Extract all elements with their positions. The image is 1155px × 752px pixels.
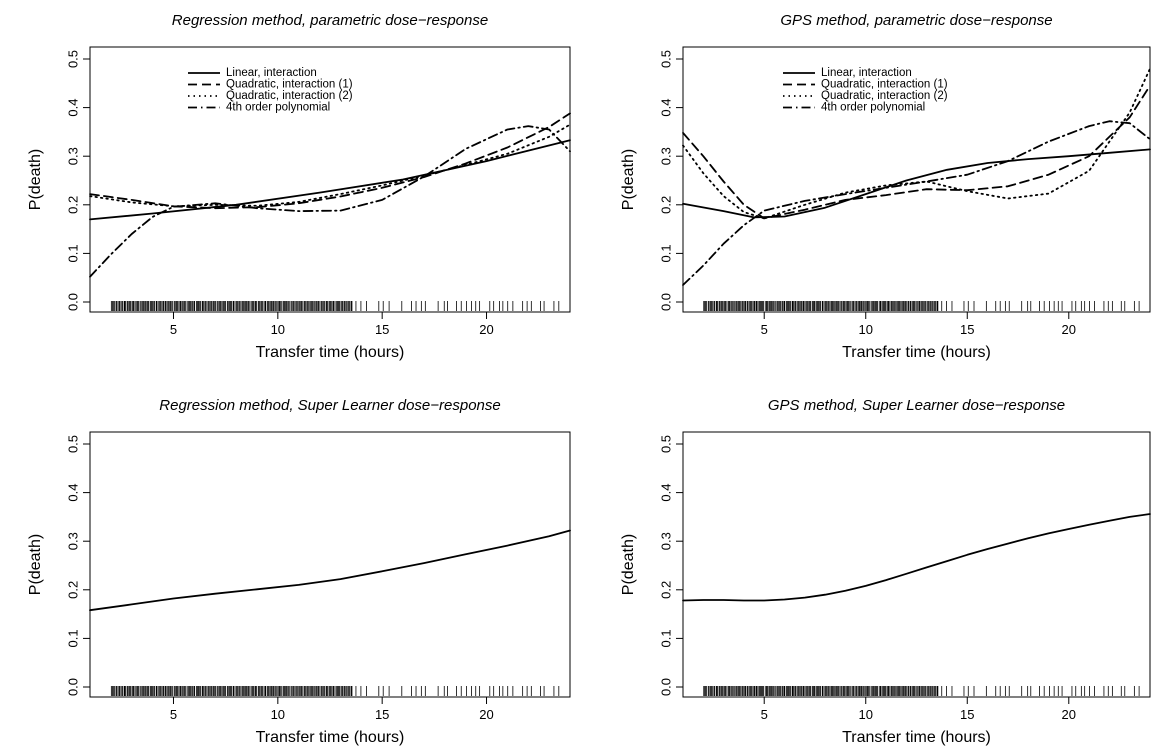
x-tick-label: 15 — [960, 322, 974, 337]
chart-title: Regression method, parametric dose−respo… — [172, 12, 488, 29]
chart-panel-1: Regression method, parametric dose−respo… — [27, 12, 571, 361]
y-tick-label: 0.1 — [659, 244, 674, 262]
rug-marks — [110, 301, 560, 311]
chart-title: Regression method, Super Learner dose−re… — [159, 397, 500, 414]
y-tick-label: 0.1 — [66, 629, 81, 647]
chart-title: GPS method, Super Learner dose−response — [768, 397, 1065, 414]
x-tick-label: 20 — [1062, 322, 1076, 337]
legend-label: Quadratic, interaction (1) — [226, 79, 353, 91]
chart-panel-2: GPS method, parametric dose−response 0.0 0… — [620, 12, 1151, 361]
rug-marks — [703, 686, 1140, 696]
plot-frame — [89, 46, 571, 313]
plot-frame — [682, 431, 1151, 698]
x-tick-label: 15 — [375, 707, 389, 722]
y-tick-label: 0.0 — [659, 293, 674, 311]
legend-label: 4th order polynomial — [226, 102, 330, 114]
series-line-1 — [682, 513, 1151, 602]
series-line-4 — [682, 120, 1151, 286]
y-tick-label: 0.3 — [659, 532, 674, 550]
x-tick-label: 15 — [960, 707, 974, 722]
legend-label: Linear, interaction — [226, 67, 317, 79]
y-tick-label: 0.0 — [66, 678, 81, 696]
legend-label: 4th order polynomial — [821, 102, 925, 114]
y-axis-label: P(death) — [620, 534, 637, 595]
x-tick-label: 20 — [479, 322, 493, 337]
y-tick-label: 0.4 — [66, 99, 81, 117]
x-tick-label: 20 — [1062, 707, 1076, 722]
chart-panel-3: Regression method, Super Learner dose−re… — [27, 397, 571, 746]
x-tick-label: 10 — [271, 322, 285, 337]
y-tick-label: 0.2 — [659, 196, 674, 214]
x-tick-label: 20 — [479, 707, 493, 722]
y-tick-label: 0.3 — [66, 532, 81, 550]
x-tick-label: 10 — [859, 322, 873, 337]
y-tick-label: 0.5 — [66, 50, 81, 68]
y-tick-label: 0.0 — [659, 678, 674, 696]
x-tick-label: 10 — [271, 707, 285, 722]
series-line-4 — [89, 125, 571, 278]
y-tick-label: 0.3 — [66, 147, 81, 165]
series-line-2 — [89, 112, 571, 210]
x-tick-label: 5 — [761, 322, 768, 337]
plot-frame — [682, 46, 1151, 313]
legend-label: Quadratic, interaction (1) — [821, 79, 948, 91]
y-axis-label: P(death) — [620, 149, 637, 210]
y-tick-label: 0.4 — [66, 484, 81, 502]
x-axis-label: Transfer time (hours) — [842, 729, 991, 746]
x-axis-label: Transfer time (hours) — [256, 344, 405, 361]
series-line-3 — [89, 123, 571, 208]
x-tick-label: 5 — [761, 707, 768, 722]
legend-label: Quadratic, interaction (2) — [821, 90, 948, 102]
series-line-1 — [89, 139, 571, 221]
y-tick-label: 0.5 — [66, 435, 81, 453]
x-tick-label: 5 — [170, 707, 177, 722]
x-axis-label: Transfer time (hours) — [256, 729, 405, 746]
x-axis-label: Transfer time (hours) — [842, 344, 991, 361]
y-tick-label: 0.2 — [66, 196, 81, 214]
series-line-3 — [682, 67, 1151, 220]
y-tick-label: 0.1 — [66, 244, 81, 262]
y-tick-label: 0.0 — [66, 293, 81, 311]
y-tick-label: 0.4 — [659, 99, 674, 117]
legend-label: Linear, interaction — [821, 67, 912, 79]
plot-frame — [89, 431, 571, 698]
chart-panel-4: GPS method, Super Learner dose−response 0… — [620, 397, 1151, 746]
rug-marks — [703, 301, 1140, 311]
y-tick-label: 0.2 — [659, 581, 674, 599]
y-tick-label: 0.5 — [659, 435, 674, 453]
series-line-1 — [89, 529, 571, 612]
y-axis-label: P(death) — [27, 149, 44, 210]
y-axis-label: P(death) — [27, 534, 44, 595]
y-tick-label: 0.5 — [659, 50, 674, 68]
rug-marks — [110, 686, 560, 696]
y-tick-label: 0.3 — [659, 147, 674, 165]
y-tick-label: 0.1 — [659, 629, 674, 647]
series-line-2 — [682, 84, 1151, 220]
x-tick-label: 15 — [375, 322, 389, 337]
x-tick-label: 10 — [859, 707, 873, 722]
legend-label: Quadratic, interaction (2) — [226, 90, 353, 102]
x-tick-label: 5 — [170, 322, 177, 337]
y-tick-label: 0.2 — [66, 581, 81, 599]
y-tick-label: 0.4 — [659, 484, 674, 502]
chart-title: GPS method, parametric dose−response — [780, 12, 1052, 29]
